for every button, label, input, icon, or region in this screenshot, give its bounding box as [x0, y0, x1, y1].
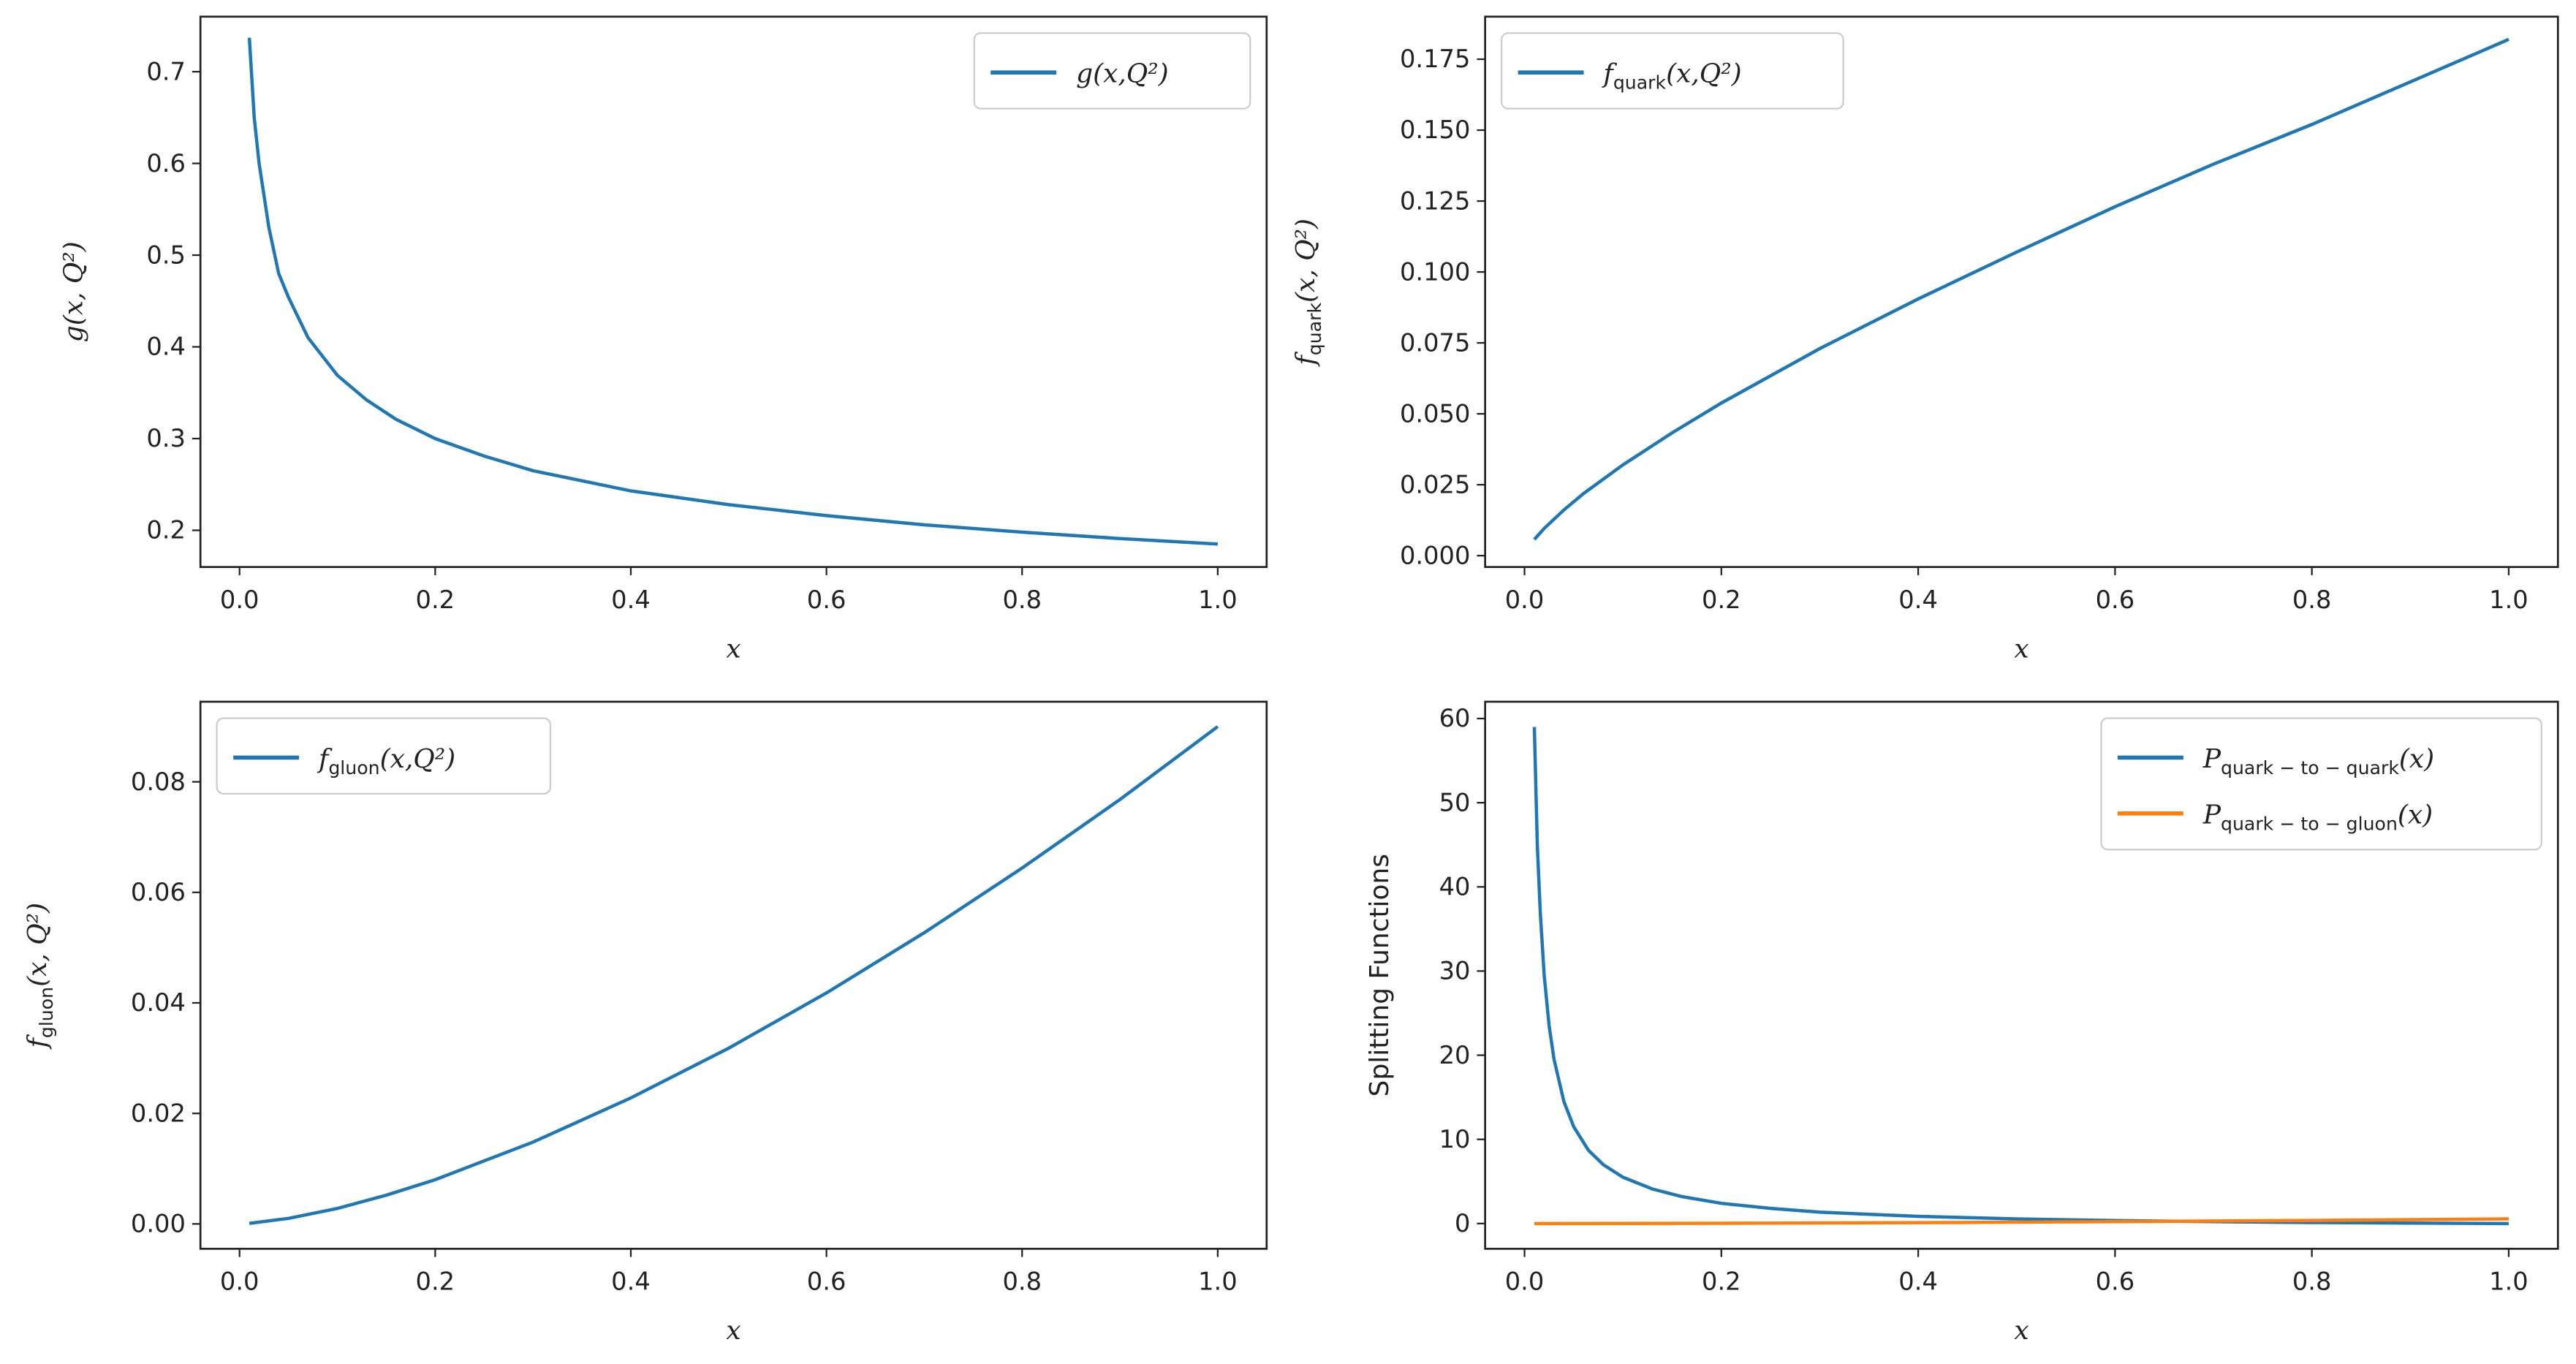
y-tick-label: 0.04 [131, 988, 186, 1017]
y-tick-label: 10 [1439, 1125, 1471, 1153]
x-tick-label: 1.0 [2489, 586, 2528, 614]
legend-box [2100, 717, 2542, 851]
y-tick-label: 30 [1439, 957, 1471, 985]
subplot-1: 0.0 0.2 0.4 0.6 0.8 1.0 0.2 0.3 0.4 0.5 0.6 0.7 x g(x… [58, 15, 1268, 664]
x-tick-label: 0.2 [1702, 586, 1741, 614]
y-axis-label: Splitting Functions [1365, 854, 1395, 1096]
subplot-4: 0.0 0.2 0.4 0.6 0.8 1.0 0 10 20 30 40 50 60 x Splittin… [1365, 700, 2559, 1346]
axes-frame [199, 700, 1268, 1250]
x-tick-label: 0.0 [1505, 586, 1545, 614]
y-tick-label: 0.08 [131, 768, 186, 796]
y-tick-label: 0.125 [1400, 186, 1470, 215]
y-tick-label: 0.3 [146, 424, 186, 452]
series-line-1 [249, 725, 1219, 1225]
x-tick-label: 0.4 [611, 586, 651, 614]
y-tick-label: 40 [1439, 873, 1471, 901]
legend: fquark(x,Q²) [1501, 32, 1844, 110]
y-tick-label: 0.06 [131, 878, 186, 906]
x-axis-label: x [2014, 634, 2028, 664]
x-tick-label: 0.8 [1002, 586, 1042, 614]
y-tick-label: 0.02 [131, 1099, 186, 1127]
y-tick-label: 60 [1439, 704, 1471, 732]
legend: fgluon(x,Q²) [216, 717, 552, 795]
y-axis-label: fgluon(x, Q²) [23, 903, 57, 1050]
x-tick-label: 1.0 [1198, 586, 1238, 614]
legend: Pquark − to − quark(x) Pquark − to − gluo… [2100, 717, 2542, 851]
y-axis-label: g(x, Q²) [58, 241, 88, 342]
y-tick-label: 0.2 [146, 516, 186, 545]
y-tick-label: 0.025 [1400, 470, 1470, 499]
x-tick-label: 0.0 [1505, 1268, 1545, 1296]
subplot-3: 0.0 0.2 0.4 0.6 0.8 1.0 0.00 0.02 0.04 0.06 0.08 x f… [23, 700, 1268, 1346]
x-tick-label: 0.4 [1898, 586, 1938, 614]
y-tick-label: 0.00 [131, 1210, 186, 1238]
x-tick-label: 0.4 [1898, 1268, 1938, 1296]
axes-frame [199, 15, 1268, 569]
series-line-2 [1534, 1217, 2509, 1226]
subplot-2: 0.0 0.2 0.4 0.6 0.8 1.0 0.000 0.025 0.050 0.075 0.… [1291, 15, 2559, 664]
y-tick-label: 0.175 [1400, 45, 1470, 73]
y-tick-label: 0.150 [1400, 115, 1470, 144]
y-tick-label: 0.100 [1400, 257, 1470, 286]
x-tick-label: 0.8 [2292, 586, 2332, 614]
y-axis-label: fquark(x, Q²) [1291, 219, 1325, 368]
y-tick-label: 0.6 [146, 149, 186, 178]
x-axis-label: x [726, 1316, 740, 1346]
y-tick-label: 50 [1439, 788, 1471, 816]
x-axis-label: x [726, 634, 740, 664]
axes-frame [1484, 700, 2559, 1250]
x-tick-label: 0.6 [807, 1268, 846, 1296]
y-tick-label: 0.5 [146, 240, 186, 269]
y-tick-label: 0.000 [1400, 541, 1470, 569]
y-tick-label: 0.7 [146, 57, 186, 86]
y-tick-label: 0.4 [146, 333, 186, 361]
x-tick-label: 0.6 [807, 586, 846, 614]
legend-label: fquark(x,Q²) [1602, 59, 1742, 94]
y-tick-label: 0.075 [1400, 328, 1470, 357]
x-tick-label: 0.8 [1002, 1268, 1042, 1296]
legend-box [216, 717, 552, 795]
x-tick-label: 1.0 [1198, 1268, 1238, 1296]
x-tick-label: 0.2 [416, 586, 455, 614]
y-tick-label: 0.050 [1400, 399, 1470, 428]
x-tick-label: 0.0 [220, 586, 260, 614]
y-tick-label: 0 [1455, 1209, 1470, 1238]
legend-label: fgluon(x,Q²) [317, 744, 455, 778]
x-tick-label: 1.0 [2489, 1268, 2528, 1296]
x-tick-label: 0.6 [2096, 586, 2135, 614]
series-line-1 [1533, 37, 2509, 541]
legend-label: Pquark − to − gluon(x) [2202, 800, 2433, 834]
legend-label: g(x,Q²) [1076, 59, 1169, 89]
x-tick-label: 0.4 [611, 1268, 651, 1296]
x-tick-label: 0.8 [2292, 1268, 2332, 1296]
x-tick-label: 0.2 [416, 1268, 455, 1296]
y-tick-label: 20 [1439, 1041, 1471, 1069]
legend-label: Pquark − to − quark(x) [2202, 744, 2434, 778]
axes-frame [1484, 15, 2559, 569]
x-tick-label: 0.2 [1702, 1268, 1741, 1296]
legend-box [973, 32, 1251, 110]
legend-box [1501, 32, 1844, 110]
x-axis-label: x [2014, 1316, 2028, 1346]
series-line-1 [247, 37, 1219, 546]
x-tick-label: 0.0 [220, 1268, 260, 1296]
legend: g(x,Q²) [973, 32, 1251, 110]
x-tick-label: 0.6 [2096, 1268, 2135, 1296]
